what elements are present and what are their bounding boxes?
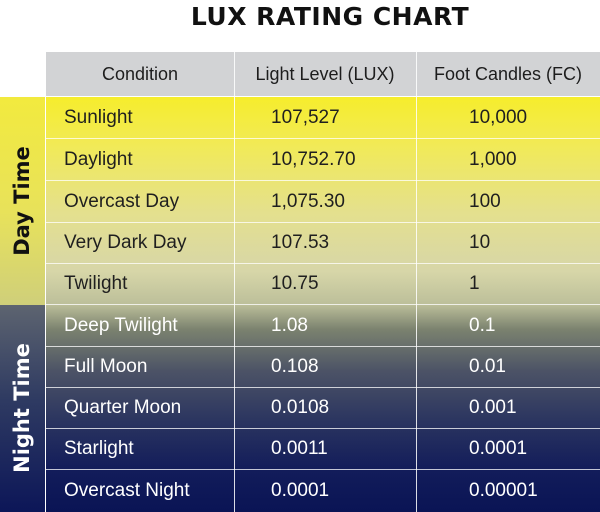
header-condition: Condition — [101, 64, 179, 84]
condition-cell: Overcast Night — [64, 480, 190, 501]
condition-cell: Full Moon — [64, 356, 148, 377]
column-divider — [234, 52, 235, 512]
column-divider — [416, 52, 417, 512]
night-time-band — [0, 305, 45, 512]
day-time-label: Day Time — [10, 146, 34, 256]
lux-cell: 10.75 — [271, 273, 319, 294]
fc-cell: 10,000 — [469, 107, 528, 128]
condition-cell: Very Dark Day — [64, 232, 187, 253]
condition-cell: Daylight — [64, 149, 133, 170]
lux-cell: 1.08 — [271, 315, 308, 336]
table-row: Starlight 0.0011 0.0001 — [46, 428, 600, 470]
table-row: Daylight 10,752.70 1,000 — [46, 139, 600, 181]
lux-cell: 0.0011 — [271, 438, 328, 459]
header-foot-candles: Foot Candles (FC) — [433, 64, 583, 84]
condition-cell: Deep Twilight — [64, 315, 178, 336]
condition-cell: Twilight — [64, 273, 128, 294]
table-row: Overcast Day 1,075.30 100 — [46, 181, 600, 223]
table-row: Sunlight 107,527 10,000 — [46, 97, 600, 139]
lux-cell: 0.0108 — [271, 397, 330, 418]
lux-cell: 107.53 — [271, 232, 330, 253]
table-header: Condition Light Level (LUX) Foot Candles… — [46, 52, 600, 98]
fc-cell: 10 — [469, 232, 491, 253]
lux-cell: 107,527 — [271, 107, 340, 128]
table-row: Quarter Moon 0.0108 0.001 — [46, 387, 600, 429]
fc-cell: 0.1 — [469, 315, 496, 336]
fc-cell: 1 — [469, 273, 480, 294]
lux-cell: 1,075.30 — [271, 191, 345, 212]
lux-cell: 0.0001 — [271, 480, 330, 501]
fc-cell: 0.00001 — [469, 480, 538, 501]
fc-cell: 100 — [469, 191, 501, 212]
fc-cell: 0.001 — [469, 397, 517, 418]
table-row: Twilight 10.75 1 — [46, 263, 600, 305]
chart-title: LUX RATING CHART — [190, 2, 470, 31]
lux-cell: 10,752.70 — [271, 149, 356, 170]
condition-cell: Sunlight — [64, 107, 133, 128]
condition-cell: Overcast Day — [64, 191, 180, 212]
header-light-level: Light Level (LUX) — [255, 64, 395, 84]
condition-cell: Starlight — [64, 438, 134, 459]
condition-cell: Quarter Moon — [64, 397, 182, 418]
fc-cell: 0.0001 — [469, 438, 528, 459]
table-body: Sunlight 107,527 10,000 Daylight 10,752.… — [46, 97, 600, 512]
table-row: Deep Twilight 1.08 0.1 — [46, 305, 600, 347]
table-row: Overcast Night 0.0001 0.00001 — [46, 470, 600, 511]
column-divider — [45, 52, 46, 512]
table-row: Very Dark Day 107.53 10 — [46, 222, 600, 264]
day-time-band — [0, 97, 45, 305]
fc-cell: 1,000 — [469, 149, 517, 170]
table-row: Full Moon 0.108 0.01 — [46, 346, 600, 388]
fc-cell: 0.01 — [469, 356, 506, 377]
lux-cell: 0.108 — [271, 356, 319, 377]
night-time-label: Night Time — [10, 343, 34, 473]
